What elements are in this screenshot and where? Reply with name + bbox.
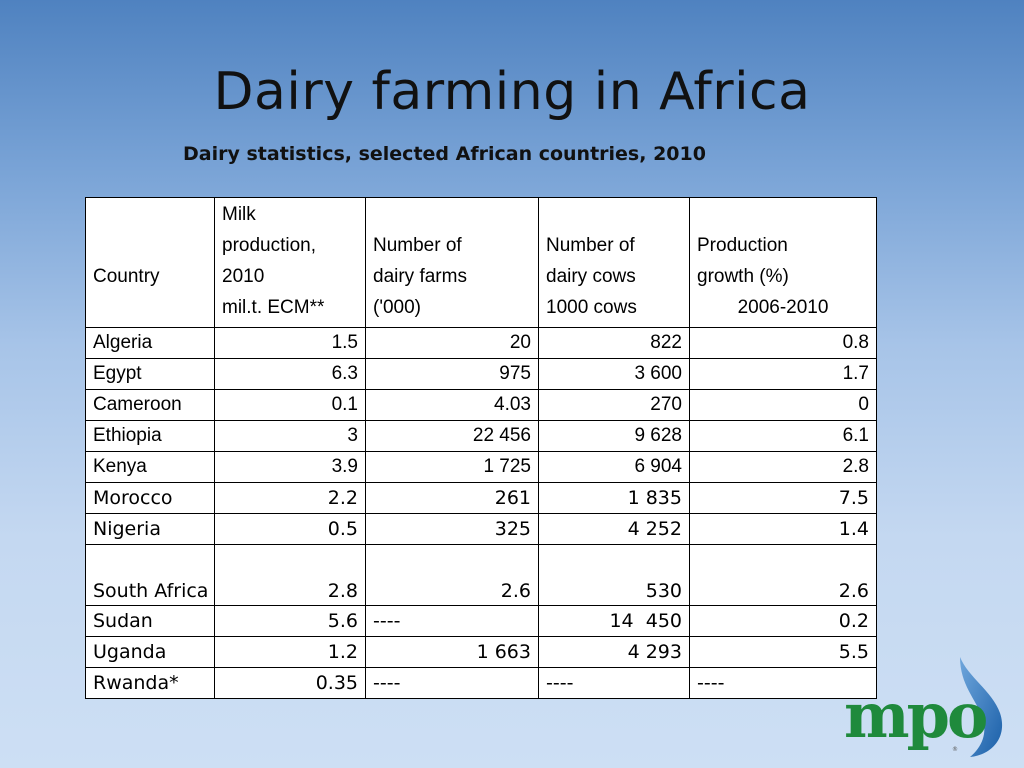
cell-country: Nigeria (85, 513, 215, 545)
cell-milk: 5.6 (214, 605, 366, 637)
cell-cows: 14 450 (538, 605, 690, 637)
cell-farms: 4.03 (365, 389, 539, 421)
cell-milk: 1.5 (214, 327, 366, 359)
table-row: Egypt 6.3 975 3 600 1.7 (85, 358, 877, 390)
cell-milk: 2.2 (214, 482, 366, 514)
table-row: Ethiopia 3 22 456 9 628 6.1 (85, 420, 877, 452)
cell-growth: 0.2 (689, 605, 877, 637)
cell-cows: ---- (538, 667, 690, 699)
cell-country: Cameroon (85, 389, 215, 421)
cell-milk: 0.35 (214, 667, 366, 699)
cell-country: Sudan (85, 605, 215, 637)
cell-farms: 22 456 (365, 420, 539, 452)
table-row: Nigeria 0.5 325 4 252 1.4 (85, 513, 877, 545)
cell-growth: 6.1 (689, 420, 877, 452)
cell-country: Kenya (85, 451, 215, 483)
cell-cows: 530 (538, 544, 690, 606)
cell-growth: 0.8 (689, 327, 877, 359)
header-production-growth: Production growth (%) 2006-2010 (689, 197, 877, 328)
cell-farms: 261 (365, 482, 539, 514)
cell-cows: 4 293 (538, 636, 690, 668)
table-row: Uganda 1.2 1 663 4 293 5.5 (85, 636, 877, 668)
slide-title: Dairy farming in Africa (213, 62, 811, 122)
cell-farms: 325 (365, 513, 539, 545)
cell-growth: 2.6 (689, 544, 877, 606)
cell-milk: 1.2 (214, 636, 366, 668)
cell-growth: 0 (689, 389, 877, 421)
logo-registered-mark: ® (952, 746, 958, 753)
cell-milk: 3 (214, 420, 366, 452)
cell-cows: 6 904 (538, 451, 690, 483)
cell-country: Egypt (85, 358, 215, 390)
cell-farms: ---- (365, 667, 539, 699)
table-row: Algeria 1.5 20 822 0.8 (85, 327, 877, 359)
cell-country: Algeria (85, 327, 215, 359)
cell-country: Morocco (85, 482, 215, 514)
cell-farms: 1 725 (365, 451, 539, 483)
cell-growth: 5.5 (689, 636, 877, 668)
cell-growth: 2.8 (689, 451, 877, 483)
table-row: South Africa 2.8 2.6 530 2.6 (85, 544, 877, 606)
cell-country: Rwanda* (85, 667, 215, 699)
cell-farms: 2.6 (365, 544, 539, 606)
cell-cows: 270 (538, 389, 690, 421)
mpo-logo: mpo ® (842, 655, 1012, 760)
table-row: Cameroon 0.1 4.03 270 0 (85, 389, 877, 421)
cell-growth: 1.4 (689, 513, 877, 545)
table-row: Sudan 5.6 ---- 14 450 0.2 (85, 605, 877, 637)
cell-milk: 3.9 (214, 451, 366, 483)
cell-cows: 4 252 (538, 513, 690, 545)
cell-country: South Africa (85, 544, 215, 606)
cell-farms: 1 663 (365, 636, 539, 668)
table-header-row: Country Milk production, 2010 mil.t. ECM… (85, 197, 877, 328)
table-caption: Dairy statistics, selected African count… (183, 143, 706, 165)
table-row: Morocco 2.2 261 1 835 7.5 (85, 482, 877, 514)
header-milk-production: Milk production, 2010 mil.t. ECM** (214, 197, 366, 328)
cell-growth: 1.7 (689, 358, 877, 390)
cell-cows: 3 600 (538, 358, 690, 390)
header-dairy-cows: Number of dairy cows 1000 cows (538, 197, 690, 328)
dairy-statistics-table: Country Milk production, 2010 mil.t. ECM… (85, 197, 877, 699)
cell-milk: 6.3 (214, 358, 366, 390)
cell-cows: 1 835 (538, 482, 690, 514)
table-row: Rwanda* 0.35 ---- ---- ---- (85, 667, 877, 699)
table-row: Kenya 3.9 1 725 6 904 2.8 (85, 451, 877, 483)
cell-milk: 2.8 (214, 544, 366, 606)
cell-farms: 975 (365, 358, 539, 390)
logo-wordmark: mpo (844, 679, 986, 752)
header-dairy-farms: Number of dairy farms ('000) (365, 197, 539, 328)
cell-farms: 20 (365, 327, 539, 359)
cell-growth: ---- (689, 667, 877, 699)
cell-farms: ---- (365, 605, 539, 637)
cell-cows: 822 (538, 327, 690, 359)
cell-milk: 0.5 (214, 513, 366, 545)
header-country: Country (85, 197, 215, 328)
cell-cows: 9 628 (538, 420, 690, 452)
cell-country: Uganda (85, 636, 215, 668)
cell-milk: 0.1 (214, 389, 366, 421)
cell-growth: 7.5 (689, 482, 877, 514)
cell-country: Ethiopia (85, 420, 215, 452)
